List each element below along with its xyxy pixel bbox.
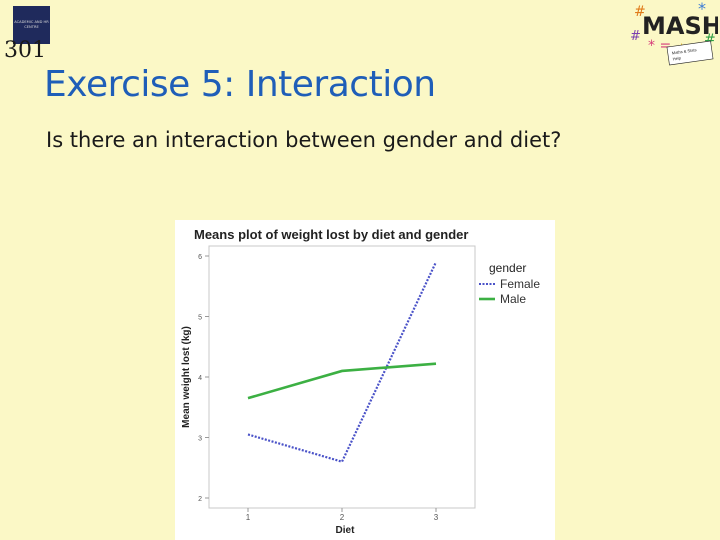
series-layer: [247, 261, 437, 464]
y-axis: 2 3 4 5 6: [198, 254, 209, 503]
svg-text:* =: * =: [648, 38, 671, 54]
legend-title: gender: [489, 261, 526, 275]
chart-background: [175, 220, 555, 540]
slide-title: Exercise 5: Interaction: [44, 64, 436, 105]
svg-text:#: #: [634, 4, 646, 20]
legend-label-male: Male: [500, 292, 526, 306]
svg-text:#: #: [630, 29, 641, 44]
series-line-male: [247, 362, 437, 400]
y-tick-label: 4: [198, 375, 202, 382]
academic-centre-logo: ACADEMIC AND HR CENTRE 301: [2, 4, 62, 64]
means-plot-chart: Means plot of weight lost by diet and ge…: [175, 220, 555, 540]
y-tick-label: 3: [198, 436, 202, 443]
svg-text:*: *: [698, 0, 706, 18]
slide-subtitle: Is there an interaction between gender a…: [46, 128, 562, 152]
logo-emblem: ACADEMIC AND HR CENTRE: [13, 6, 50, 44]
y-axis-label: Mean weight lost (kg): [181, 326, 192, 428]
x-axis: 1 2 3: [246, 508, 439, 522]
x-tick-label: 3: [434, 513, 439, 522]
svg-text:MASH: MASH: [642, 12, 718, 40]
logo-number: 301: [4, 38, 46, 63]
y-tick-label: 5: [198, 315, 202, 322]
legend-label-female: Female: [500, 277, 540, 291]
series-line-female: [247, 261, 437, 464]
svg-text:Maths & Stats: Maths & Stats: [671, 47, 696, 55]
svg-text:#: #: [704, 32, 716, 48]
chart-title: Means plot of weight lost by diet and ge…: [194, 227, 468, 242]
x-axis-label: Diet: [336, 525, 356, 536]
mash-logo: # * # # MASH * = * Maths & Stats Help: [630, 0, 718, 66]
x-tick-label: 1: [246, 513, 251, 522]
x-tick-label: 2: [340, 513, 345, 522]
y-tick-label: 2: [198, 496, 202, 503]
svg-text:Help: Help: [672, 55, 682, 61]
y-tick-label: 6: [198, 254, 202, 261]
